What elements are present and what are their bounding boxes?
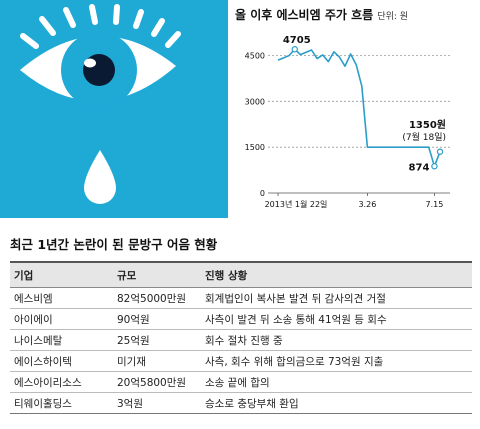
peak-value-label: 4705 [283,35,311,46]
last-marker [436,148,444,155]
table-cell: 승소로 충당부채 환입 [201,392,472,414]
table-cell: 사측이 발견 뒤 소송 통해 41억원 등 회수 [201,308,472,330]
chart-title-text: 올 이후 에스비엠 주가 흐름 [235,8,374,22]
table-cell: 82억5000만원 [113,287,201,309]
table-row: 아이에이 90억원 사측이 발견 뒤 소송 통해 41억원 등 회수 [10,308,472,330]
last-date-label: (7월 18일) [402,131,446,143]
table-cell: 에이스하이텍 [10,350,113,372]
series-line [277,48,441,168]
table-cell: 티웨이홀딩스 [10,392,113,414]
table-header-row: 기업 규모 진행 상황 [10,261,472,288]
table-cell: 회수 절차 진행 중 [201,329,472,351]
column-header: 규모 [113,261,201,288]
table-cell: 나이스메탈 [10,329,113,351]
chart-title: 올 이후 에스비엠 주가 흐름 단위: 원 [235,6,408,23]
last-value-label: 1350원 [409,118,446,131]
eye-icon [20,4,181,108]
low-marker [431,163,438,170]
y-tick-label: 4500 [245,52,265,61]
table-cell: 미기재 [113,350,201,372]
table-cell: 20억5800만원 [113,371,201,393]
promissory-note-table: 기업 규모 진행 상황 에스비엠 82억5000만원 회계법인이 복사본 발견 뒤 감사… [10,261,472,414]
table-cell: 에스아이리소스 [10,371,113,393]
peak-marker [291,46,298,53]
column-header: 진행 상황 [201,261,472,288]
table-row: 에이스하이텍 미기재 사측, 회수 위해 합의금으로 73억원 지출 [10,350,472,372]
table-cell: 회계법인이 복사본 발견 뒤 감사의견 거절 [201,287,472,309]
y-tick-label: 1500 [245,143,265,152]
table-row: 에스아이리소스 20억5800만원 소송 끝에 합의 [10,371,472,393]
eye-illustration [20,4,181,204]
x-tick-label: 3.26 [358,200,376,209]
y-tick-label: 0 [260,189,265,198]
table-cell: 아이에이 [10,308,113,330]
y-tick-label: 3000 [245,97,265,106]
table-row: 나이스메탈 25억원 회수 절차 진행 중 [10,329,472,351]
low-value-label: 874 [409,162,430,173]
table-cell: 사측, 회수 위해 합의금으로 73억원 지출 [201,350,472,372]
table-cell: 25억원 [113,329,201,351]
x-tick-label: 2013년 1월 22일 [265,199,328,209]
stock-price-line-chart: 0 1500 3000 4500 2013년 1월 22일 3.26 7.15 4705 135… [245,35,450,209]
table-cell: 에스비엠 [10,287,113,309]
table-row: 티웨이홀딩스 3억원 승소로 충당부채 환입 [10,392,472,414]
chart-unit-label: 단위: 원 [377,12,409,22]
column-header: 기업 [10,261,113,288]
table-body: 에스비엠 82억5000만원 회계법인이 복사본 발견 뒤 감사의견 거절 아이에이 9… [10,287,472,414]
x-tick-label: 7.15 [426,200,444,209]
table-cell: 소송 끝에 합의 [201,371,472,393]
chart-panel [228,0,480,218]
tear-drop-icon [84,150,116,204]
table-cell: 3억원 [113,392,201,414]
table-row: 에스비엠 82억5000만원 회계법인이 복사본 발견 뒤 감사의견 거절 [10,287,472,309]
table-cell: 90억원 [113,308,201,330]
table-title: 최근 1년간 논란이 된 문방구 어음 현황 [10,237,218,252]
